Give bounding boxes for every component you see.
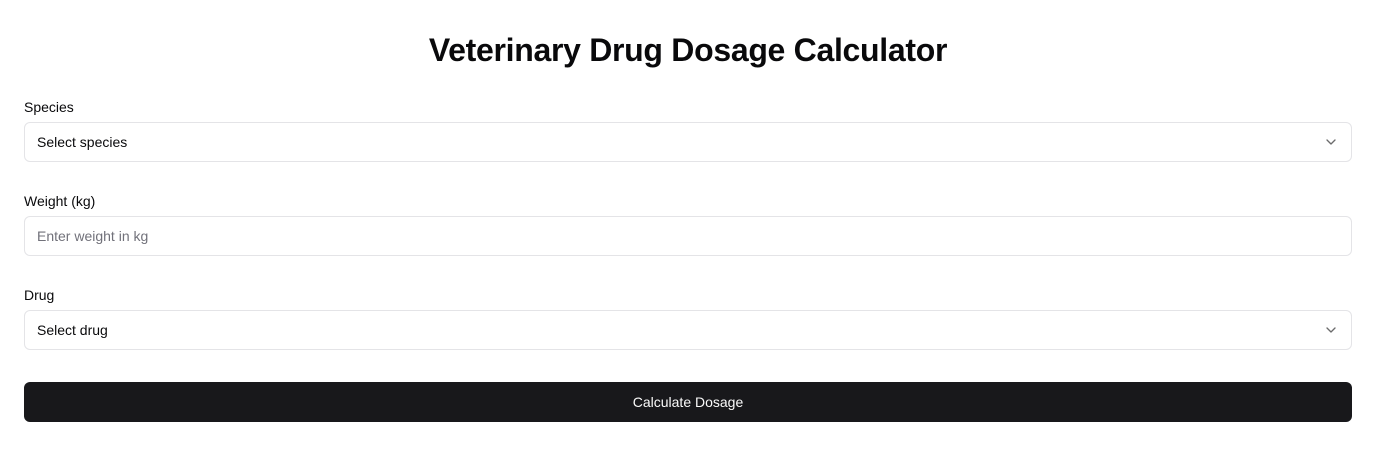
drug-select-value: Select drug — [37, 322, 108, 338]
drug-select[interactable]: Select drug — [24, 310, 1352, 350]
species-select[interactable]: Select species — [24, 122, 1352, 162]
species-select-value: Select species — [37, 134, 128, 150]
chevron-down-icon — [1323, 322, 1339, 338]
chevron-down-icon — [1323, 134, 1339, 150]
drug-label: Drug — [24, 287, 55, 303]
page-title: Veterinary Drug Dosage Calculator — [428, 32, 948, 68]
species-label: Species — [24, 99, 74, 115]
calculate-dosage-button[interactable]: Calculate Dosage — [24, 382, 1352, 422]
weight-input[interactable] — [24, 216, 1352, 256]
weight-label: Weight (kg) — [24, 193, 96, 209]
